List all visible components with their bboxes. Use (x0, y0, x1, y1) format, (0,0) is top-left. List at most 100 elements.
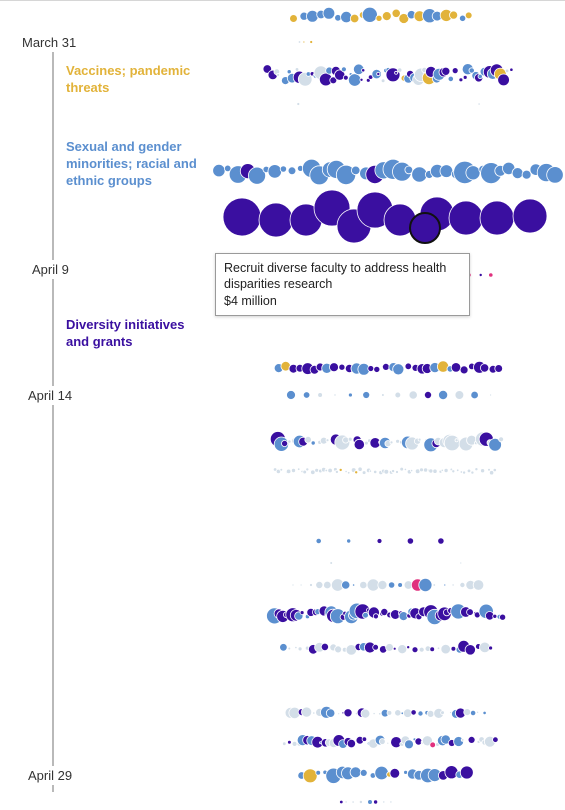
grant-bubble[interactable] (428, 468, 434, 474)
grant-bubble[interactable] (377, 580, 388, 591)
grant-bubble[interactable] (304, 436, 312, 444)
grant-bubble[interactable] (499, 613, 507, 621)
grant-bubble[interactable] (373, 365, 381, 373)
grant-bubble[interactable] (212, 164, 226, 178)
grant-bubble[interactable] (466, 468, 472, 474)
grant-bubble[interactable] (381, 11, 392, 22)
grant-bubble[interactable] (447, 75, 454, 83)
grant-bubble[interactable] (392, 363, 405, 376)
grant-bubble[interactable] (464, 11, 473, 20)
grant-bubble[interactable] (315, 769, 322, 776)
grant-bubble[interactable] (422, 467, 429, 473)
grant-bubble[interactable] (359, 769, 368, 777)
grant-bubble[interactable] (281, 439, 289, 447)
grant-bubble[interactable] (329, 362, 339, 373)
grant-bubble[interactable] (437, 537, 445, 545)
grant-bubble[interactable] (476, 710, 480, 714)
grant-bubble[interactable] (376, 72, 381, 77)
grant-bubble[interactable] (443, 583, 447, 587)
grant-bubble[interactable] (342, 74, 349, 81)
grant-bubble[interactable] (450, 645, 457, 652)
grant-bubble[interactable] (397, 67, 403, 73)
grant-bubble[interactable] (276, 73, 281, 77)
grant-bubble[interactable] (325, 438, 330, 443)
grant-bubble[interactable] (322, 7, 336, 20)
grant-bubble[interactable] (287, 646, 292, 651)
grant-bubble[interactable] (309, 40, 314, 44)
grant-bubble[interactable] (389, 440, 394, 445)
grant-bubble[interactable] (459, 561, 463, 565)
grant-bubble[interactable] (372, 712, 376, 716)
grant-bubble[interactable] (306, 9, 319, 23)
grant-bubble[interactable] (469, 709, 477, 717)
grant-bubble[interactable] (347, 392, 353, 398)
grant-bubble[interactable] (359, 77, 364, 82)
grant-bubble[interactable] (417, 710, 424, 717)
grant-bubble[interactable] (287, 166, 297, 176)
grant-bubble[interactable] (347, 471, 351, 475)
grant-bubble-large[interactable] (258, 202, 294, 238)
grant-bubble[interactable] (294, 67, 300, 72)
grant-bubble[interactable] (397, 582, 403, 588)
grant-bubble[interactable] (297, 646, 303, 652)
grant-bubble[interactable] (381, 393, 385, 397)
grant-bubble[interactable] (497, 73, 510, 87)
grant-bubble[interactable] (429, 646, 436, 653)
grant-bubble[interactable] (291, 583, 295, 587)
grant-bubble[interactable] (432, 468, 438, 474)
grant-bubble[interactable] (406, 645, 411, 650)
grant-bubble[interactable] (354, 470, 359, 475)
grant-bubble[interactable] (440, 710, 445, 715)
grant-bubble[interactable] (398, 13, 410, 24)
grant-bubble[interactable] (310, 469, 316, 475)
grant-bubble[interactable] (373, 469, 378, 474)
grant-bubble[interactable] (403, 770, 409, 775)
grant-bubble[interactable] (470, 390, 479, 400)
grant-bubble[interactable] (378, 738, 386, 745)
grant-bubble[interactable] (521, 169, 532, 180)
grant-bubble[interactable] (546, 166, 564, 184)
grant-bubble[interactable] (389, 767, 401, 779)
grant-bubble[interactable] (492, 736, 499, 743)
grant-bubble[interactable] (344, 800, 348, 804)
grant-bubble[interactable] (285, 468, 292, 475)
grant-bubble[interactable] (417, 437, 422, 442)
grant-bubble[interactable] (302, 40, 306, 44)
grant-bubble[interactable] (439, 164, 454, 178)
grant-bubble[interactable] (397, 644, 408, 655)
grant-bubble[interactable] (479, 363, 490, 373)
grant-bubble[interactable] (459, 765, 474, 780)
grant-bubble[interactable] (340, 66, 347, 73)
grant-bubble[interactable] (408, 390, 418, 400)
grant-bubble[interactable] (297, 40, 302, 44)
grant-bubble[interactable] (504, 68, 510, 74)
grant-bubble[interactable] (373, 799, 379, 805)
grant-bubble[interactable] (339, 799, 344, 805)
grant-bubble[interactable] (302, 469, 308, 475)
grant-bubble[interactable] (472, 579, 485, 591)
grant-bubble[interactable] (488, 645, 494, 651)
grant-bubble[interactable] (488, 470, 495, 476)
grant-bubble[interactable] (456, 468, 460, 472)
grant-bubble-large[interactable] (512, 198, 548, 234)
grant-bubble[interactable] (343, 708, 353, 718)
grant-bubble[interactable] (419, 467, 424, 473)
grant-bubble[interactable] (310, 440, 316, 446)
grant-bubble[interactable] (441, 66, 451, 76)
grant-bubble[interactable] (429, 741, 437, 749)
grant-bubble[interactable] (488, 437, 502, 452)
grant-bubble[interactable] (394, 709, 402, 717)
grant-bubble[interactable] (440, 468, 444, 472)
grant-bubble[interactable] (325, 708, 336, 718)
grant-bubble[interactable] (494, 364, 504, 373)
grant-bubble[interactable] (279, 467, 284, 472)
grant-bubble[interactable] (282, 741, 287, 746)
grant-bubble[interactable] (399, 466, 405, 472)
grant-bubble[interactable] (351, 583, 356, 587)
grant-bubble[interactable] (450, 362, 462, 373)
grant-bubble[interactable] (342, 436, 350, 444)
grant-bubble[interactable] (289, 14, 298, 23)
grant-bubble[interactable] (351, 165, 361, 176)
grant-bubble[interactable] (403, 467, 407, 471)
grant-bubble[interactable] (454, 438, 459, 443)
